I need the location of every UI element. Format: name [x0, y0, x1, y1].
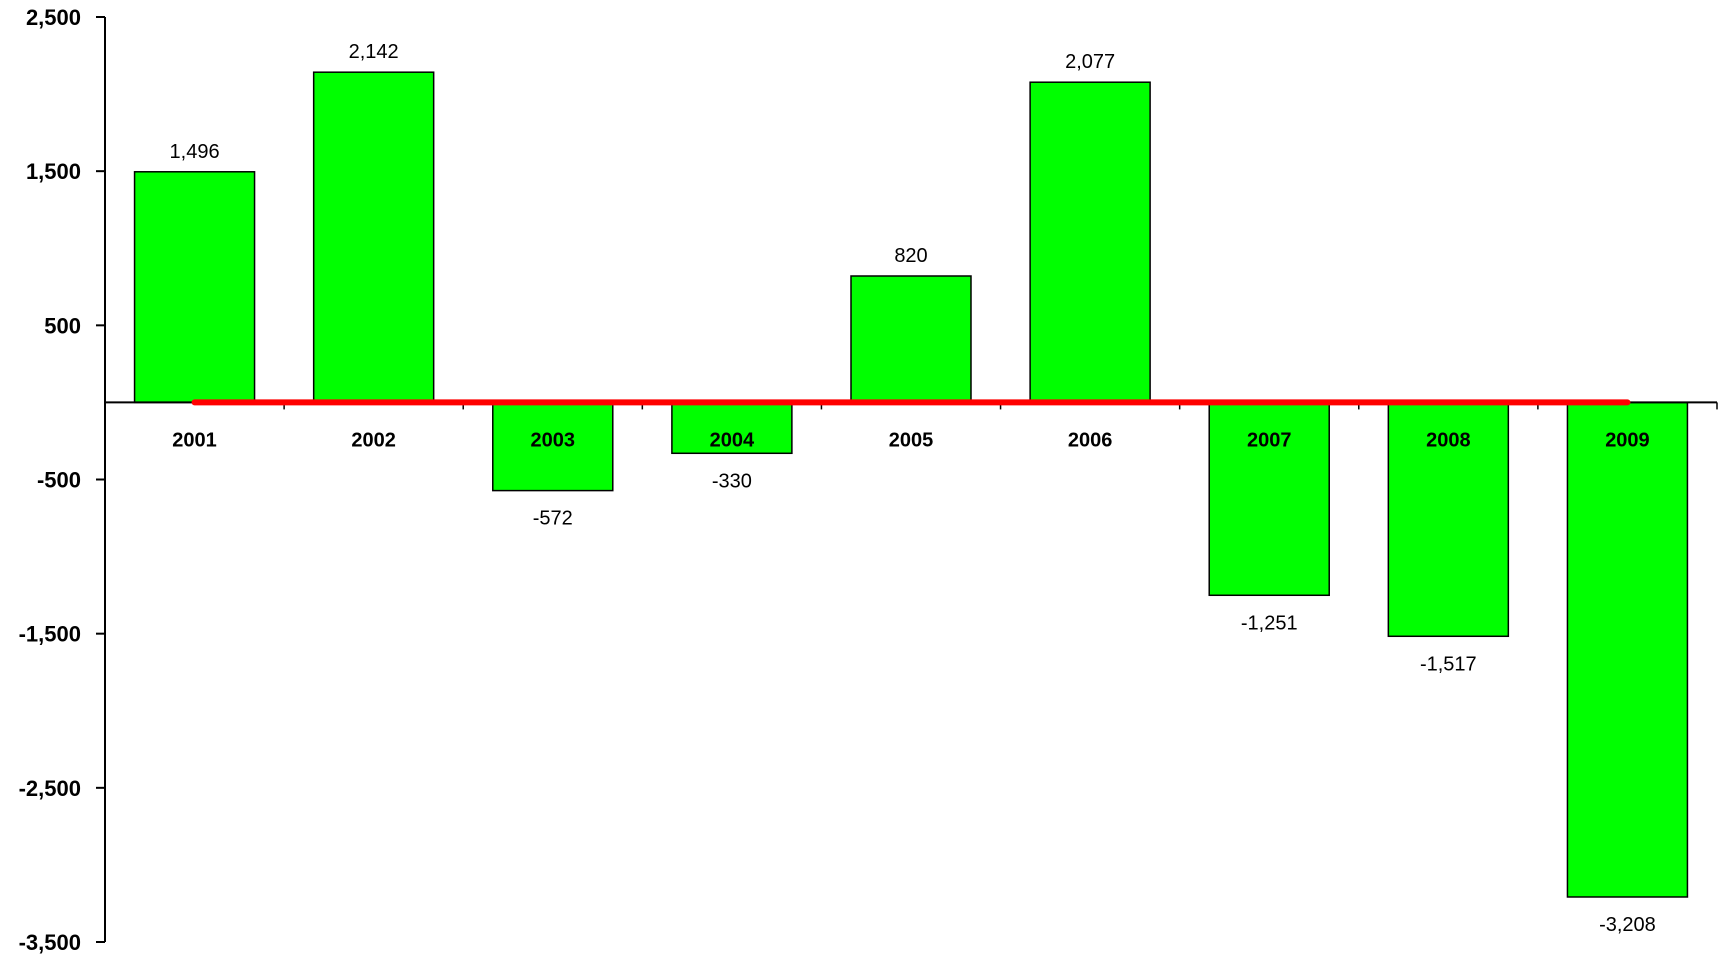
bar-2003	[492, 401, 614, 492]
bars	[133, 71, 1689, 898]
bar-2009	[1566, 401, 1689, 898]
y-tick-label: 2,500	[26, 5, 81, 30]
data-label-2007: -1,251	[1241, 612, 1298, 634]
data-labels: 1,496 2,142 -572 -330 820 2,077 -1,251 -1,517 -3…	[170, 41, 1656, 936]
y-tick-label: -3,500	[19, 930, 81, 955]
x-category-label: 2004	[710, 429, 755, 451]
data-label-2008: -1,517	[1420, 653, 1477, 675]
x-category-label: 2007	[1247, 429, 1292, 451]
y-tick-label: -2,500	[19, 776, 81, 801]
x-category-label: 2001	[172, 429, 217, 451]
bar-2005	[850, 275, 972, 404]
x-category-label: 2005	[889, 429, 934, 451]
data-label-2002: 2,142	[349, 41, 399, 63]
data-label-2004: -330	[712, 470, 752, 492]
bar-2007	[1208, 401, 1330, 597]
y-tick-label: -500	[37, 468, 81, 493]
x-category-label: 2008	[1426, 429, 1471, 451]
bar-2002	[312, 71, 435, 404]
bar-2004	[671, 401, 793, 455]
bar-2008	[1387, 401, 1510, 638]
y-tick-label: 1,500	[26, 159, 81, 184]
x-category-label: 2003	[531, 429, 576, 451]
data-label-2006: 2,077	[1065, 51, 1115, 73]
data-label-2005: 820	[894, 245, 927, 267]
x-category-label: 2006	[1068, 429, 1113, 451]
bar-2006	[1029, 81, 1151, 404]
y-axis: 2,500 1,500 500 -500 -1,500 -2,500 -3,500	[19, 5, 106, 955]
y-tick-label: -1,500	[19, 622, 81, 647]
data-label-2001: 1,496	[170, 141, 220, 163]
data-label-2009: -3,208	[1599, 914, 1656, 936]
x-category-label: 2009	[1605, 429, 1650, 451]
bar-2001	[133, 171, 256, 404]
x-category-label: 2002	[351, 429, 396, 451]
data-label-2003: -572	[533, 508, 573, 530]
y-tick-label: 500	[44, 313, 81, 338]
